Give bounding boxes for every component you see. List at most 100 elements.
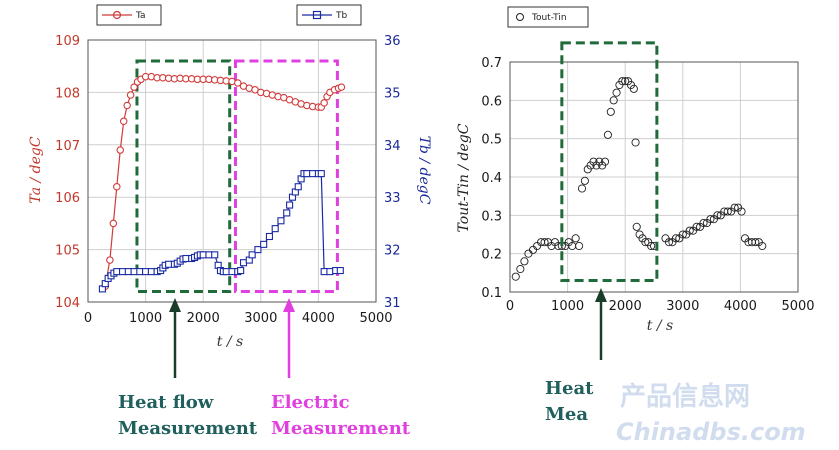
right-x-tick-label: 5000 [781, 299, 814, 314]
left-plot-frame [87, 39, 377, 303]
left-x-tick-label: 4000 [302, 311, 335, 326]
right-x-tick-label: 4000 [724, 299, 757, 314]
series-tout-tin-point [580, 176, 589, 185]
series-ta-point [109, 219, 118, 228]
series-tout-tin-point [751, 238, 760, 247]
series-tb-point [286, 201, 294, 209]
right-y-tick-label: 32 [384, 244, 401, 259]
heat-flow-annotation: Heat flow Measurement [118, 298, 258, 439]
series-tout-tin-point [629, 84, 638, 93]
right-x-tick-labels: 0 1000 2000 3000 4000 5000 [506, 299, 815, 314]
right-y-tick-label: 33 [384, 191, 401, 206]
series-tout-tin-point [671, 234, 680, 243]
electric-label-line2: Measurement [271, 418, 411, 439]
legend-tb-marker [312, 10, 322, 20]
series-tb-point [165, 260, 173, 268]
left-chart: 0 1000 2000 3000 4000 5000 104 105 106 107 108 109… [28, 4, 432, 350]
electric-annotation: Electric Measurement [271, 298, 411, 439]
left-x-tick-label: 1000 [129, 311, 162, 326]
right-x-axis-title: t / s [647, 318, 673, 334]
right-chart-series [511, 77, 767, 281]
left-x-tick-labels: 0 1000 2000 3000 4000 5000 [84, 311, 393, 326]
series-tb-point [199, 251, 207, 259]
series-tout-tin-point [730, 203, 739, 212]
left-x-tick-label: 5000 [359, 311, 392, 326]
left-x-axis-title: t / s [217, 334, 243, 350]
right-y-tick-labels: 0.1 0.2 0.3 0.4 0.5 0.6 0.7 [481, 56, 502, 301]
series-ta-point [119, 117, 128, 125]
series-tout-tin-point [520, 257, 529, 266]
right-plot-frame [509, 61, 799, 293]
left-x-tick-label: 0 [84, 311, 92, 326]
series-tb-point [222, 268, 230, 276]
series-tout-tin-point [516, 264, 525, 274]
right-y-tick-label-scatter: 0.1 [481, 286, 502, 301]
left-y-axis-title: Ta / degC [28, 136, 44, 203]
series-tb-point [136, 268, 144, 276]
right-y-tick-label-scatter: 0.5 [481, 133, 502, 148]
series-tout-tin-point [641, 238, 650, 247]
series-tb-point [142, 268, 150, 276]
series-tout-tin-point [540, 238, 549, 247]
left-x-tick-label: 3000 [244, 311, 277, 326]
heat-flow-label-line2: Measurement [118, 418, 258, 439]
right-chart: 0 1000 2000 3000 4000 5000 0.1 0.2 0.3 0.4 0.5 0.6… [456, 6, 815, 334]
series-tout-tin-point [713, 211, 722, 220]
series-tout-tin-point [600, 157, 610, 166]
electric-arrow-head [283, 298, 295, 312]
right-y-tick-label-scatter: 0.4 [481, 171, 502, 186]
right-chart-regions [560, 41, 659, 283]
series-tout-tin-point [664, 238, 674, 247]
series-tout-tin-point [632, 222, 641, 231]
left-y-tick-label: 104 [55, 296, 80, 311]
right-x-tick-label: 1000 [551, 299, 584, 314]
left-y-tick-labels: 104 105 106 107 108 109 [55, 34, 80, 311]
series-tb-point [294, 183, 302, 191]
right-y-tick-label: 36 [384, 34, 401, 49]
left-y-tick-label: 109 [55, 34, 80, 49]
series-tout-tin-point [692, 222, 701, 231]
series-tout-tin-point [533, 241, 542, 251]
right-y-axis-title: Tb / degC [416, 136, 432, 205]
right-y-tick-label: 35 [384, 86, 401, 101]
series-tb-point [124, 268, 132, 276]
right-y-tick-labels: 31 32 33 34 35 36 [384, 34, 401, 311]
legend-ta-label: Ta [135, 11, 146, 21]
left-chart-regions [135, 59, 339, 294]
right-x-tick-label: 0 [506, 299, 514, 314]
legend-tb: Tb [296, 4, 362, 26]
series-tout-tin-point [706, 215, 715, 224]
series-tout-tin-point [737, 207, 746, 216]
legend-tout-tin: Tout-Tin [507, 6, 589, 28]
heat-partial-annotation: Heat Mea [545, 288, 607, 425]
electric-region-box [233, 59, 339, 294]
heat-flow-arrow-head [169, 298, 181, 312]
series-tb-point [130, 268, 138, 276]
series-ta-point [130, 83, 138, 91]
series-tout-tin-point [571, 234, 580, 243]
series-tb-point [182, 254, 190, 263]
series-tb-point [277, 217, 285, 225]
left-y-tick-label: 107 [55, 139, 80, 154]
series-tout-tin-point [528, 245, 538, 254]
right-y-tick-label-scatter: 0.3 [481, 209, 502, 224]
heat-flow-region-box [135, 59, 232, 294]
series-tb-point [265, 232, 273, 241]
right-y-tick-label-scatter: 0.2 [481, 248, 502, 263]
series-tout-tin-point [699, 218, 708, 228]
right-y-tick-label: 31 [384, 296, 401, 311]
left-x-tick-label: 2000 [187, 311, 220, 326]
series-tout-tin-point [511, 272, 520, 281]
legend-tout-tin-marker [516, 13, 524, 21]
series-ta-point [123, 101, 131, 110]
series-tb-point [205, 251, 213, 259]
right-y-tick-label-scatter: 0.6 [481, 94, 502, 109]
series-tout-tin-point [612, 88, 621, 97]
left-y-tick-label: 105 [55, 244, 80, 259]
series-tb-point [228, 268, 236, 276]
series-ta-point [126, 91, 135, 99]
series-tout-tin-point [678, 230, 687, 239]
left-y-tick-label: 108 [55, 86, 80, 101]
scatter-heat-flow-region-box [560, 41, 659, 283]
